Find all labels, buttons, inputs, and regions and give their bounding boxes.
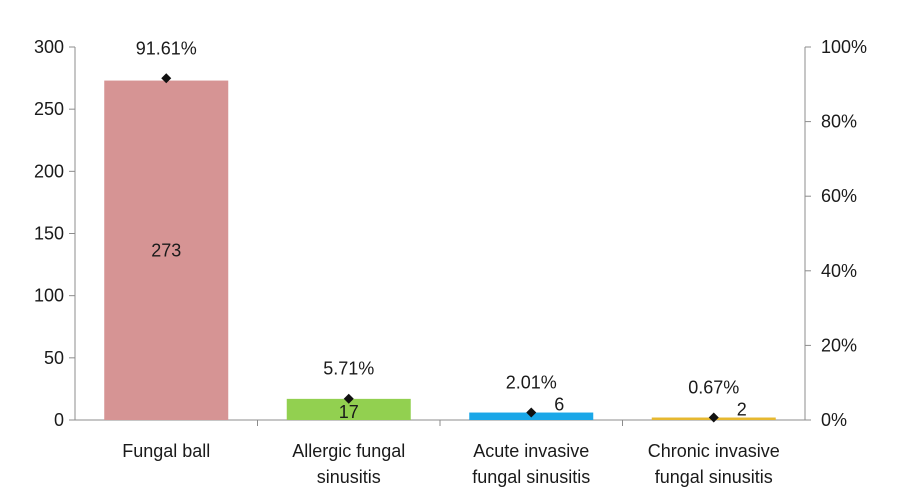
category-label: Acute invasive fungal sinusitis [472,441,590,487]
percent-marker [708,412,719,423]
percent-marker-series [161,73,719,423]
right-y-axis: 0% 20% 40% 60% 80% 100% [804,37,867,430]
category-label: Chronic invasive fungal sinusitis [648,441,780,487]
percent-value-label: 91.61% [136,38,197,58]
category-label: Allergic fungal sinusitis [292,441,405,487]
right-tick-label: 60% [821,186,857,206]
category-label-line: Acute invasive [473,441,589,461]
x-axis: Fungal ball Allergic fungal sinusitis Acute… [75,419,805,487]
data-labels: 273 17 6 2 91.61% 5.71% 2.01% 0.67% [136,38,747,422]
left-tick-label: 100 [34,286,64,306]
percent-marker [526,407,537,418]
bar-value-label: 17 [339,402,359,422]
left-tick-label: 300 [34,37,64,57]
percent-marker [343,393,354,404]
bar-value-label: 6 [554,395,564,415]
category-label-line: Chronic invasive [648,441,780,461]
right-tick-label: 0% [821,410,847,430]
percent-marker [161,73,172,84]
left-tick-label: 0 [54,410,64,430]
category-label: Fungal ball [122,441,210,461]
category-label-line: Allergic fungal [292,441,405,461]
left-tick-label: 200 [34,161,64,181]
right-tick-label: 100% [821,37,867,57]
bar [286,398,411,420]
bar [104,80,229,420]
percent-value-label: 5.71% [323,359,374,379]
category-label-line: Fungal ball [122,441,210,461]
left-tick-label: 150 [34,224,64,244]
category-label-line: fungal sinusitis [472,467,590,487]
category-label-line: sinusitis [317,467,381,487]
bar-series [104,80,776,420]
category-label-line: fungal sinusitis [655,467,773,487]
right-tick-label: 80% [821,112,857,132]
left-y-axis: 0 50 100 150 200 250 300 [34,37,76,430]
right-tick-label: 40% [821,261,857,281]
percent-value-label: 2.01% [506,373,557,393]
left-tick-label: 50 [44,348,64,368]
bar-value-label: 273 [151,240,181,260]
bar-value-label: 2 [737,400,747,420]
left-tick-label: 250 [34,99,64,119]
percent-value-label: 0.67% [688,378,739,398]
right-tick-label: 20% [821,335,857,355]
